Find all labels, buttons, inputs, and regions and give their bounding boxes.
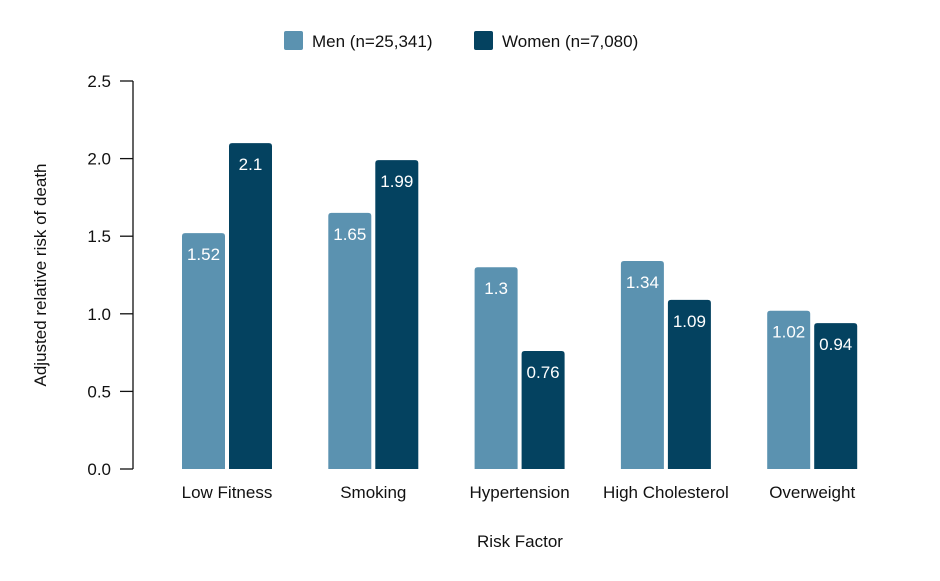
- bar-men: [620, 261, 664, 469]
- y-tick-label: 0.5: [87, 382, 111, 401]
- bar-men: [767, 310, 811, 469]
- legend-swatch: [284, 31, 303, 50]
- bar-value-label: 0.94: [819, 335, 852, 354]
- x-axis-labels: Low Fitness Smoking Hypertension High Chole…: [182, 483, 856, 502]
- y-tick-label: 1.0: [87, 305, 111, 324]
- y-axis: 0.0 0.5 1.0 1.5 2.0 2.5: [87, 72, 134, 479]
- bar-women: [667, 299, 711, 469]
- legend: Men (n=25,341) Women (n=7,080): [284, 31, 638, 51]
- bar-value-label: 1.34: [626, 273, 659, 292]
- bar-value-label: 0.76: [527, 363, 560, 382]
- x-tick-label: Low Fitness: [182, 483, 273, 502]
- y-tick-label: 0.0: [87, 460, 111, 479]
- y-axis-title: Adjusted relative risk of death: [31, 163, 50, 386]
- bar-men: [182, 233, 225, 469]
- bars: 1.52 2.1 1.65 1.99 1.3 0.76 1.34 1.09 1.02 0.94: [182, 143, 858, 470]
- bar-men: [474, 267, 518, 469]
- bar-value-label: 1.3: [484, 279, 508, 298]
- x-axis-title: Risk Factor: [477, 532, 563, 551]
- bar-women: [375, 160, 419, 470]
- bar-women: [229, 143, 272, 469]
- x-tick-label: Smoking: [340, 483, 406, 502]
- y-tick-label: 2.0: [87, 150, 111, 169]
- bar-women: [814, 323, 858, 469]
- bar-value-label: 1.02: [772, 323, 805, 342]
- bar-men: [328, 212, 372, 470]
- y-tick-label: 1.5: [87, 227, 111, 246]
- bar-value-label: 1.09: [673, 312, 706, 331]
- legend-label: Men (n=25,341): [312, 32, 433, 51]
- bar-value-label: 2.1: [239, 155, 263, 174]
- y-tick-label: 2.5: [87, 72, 111, 91]
- bar-value-label: 1.99: [380, 172, 413, 191]
- bar-value-label: 1.65: [333, 225, 366, 244]
- bar-women: [521, 351, 565, 469]
- x-tick-label: Hypertension: [470, 483, 570, 502]
- legend-label: Women (n=7,080): [502, 32, 638, 51]
- legend-swatch: [474, 31, 493, 50]
- bar-value-label: 1.52: [187, 245, 220, 264]
- x-tick-label: Overweight: [769, 483, 855, 502]
- x-tick-label: High Cholesterol: [603, 483, 729, 502]
